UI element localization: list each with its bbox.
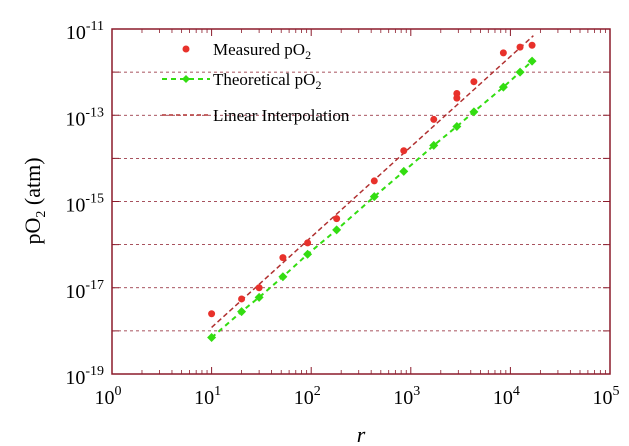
theoretical-point xyxy=(207,333,217,343)
x-tick-label: 102 xyxy=(294,384,321,409)
x-tick-label: 104 xyxy=(493,384,520,409)
theoretical-point xyxy=(469,107,479,117)
measured-point xyxy=(400,147,408,155)
measured-point xyxy=(370,177,378,185)
measured-point xyxy=(499,49,507,57)
legend: Measured pO2 Theoretical pO2 Linear Inte… xyxy=(162,40,350,125)
x-tick-label: 103 xyxy=(393,384,420,409)
measured-point xyxy=(208,310,216,318)
measured-point xyxy=(238,295,246,303)
y-axis-label: pO2 (atm) xyxy=(20,157,49,244)
x-tick-label: 100 xyxy=(95,384,122,409)
x-tick-label: 101 xyxy=(194,384,221,409)
theoretical-point xyxy=(369,192,379,202)
y-tick-label: 10-11 xyxy=(66,19,104,44)
theoretical-point xyxy=(332,225,342,235)
measured-point xyxy=(430,115,438,123)
theoretical-point xyxy=(303,249,313,259)
legend-label-measured: Measured pO xyxy=(213,40,305,59)
theoretical-point xyxy=(237,307,247,317)
x-tick-labels: 100 101 102 103 104 105 xyxy=(95,384,620,409)
y-axis-label-sub: 2 xyxy=(34,211,49,218)
plot-series xyxy=(207,35,537,343)
axis-ticks xyxy=(111,28,611,375)
x-tick-label: 105 xyxy=(593,384,620,409)
theoretical-point xyxy=(527,56,537,66)
measured-point xyxy=(528,41,536,49)
svg-text:Measured pO2: Measured pO2 xyxy=(213,40,311,62)
y-tick-label: 10-19 xyxy=(65,364,104,389)
grid xyxy=(112,71,610,332)
measured-point xyxy=(333,215,341,223)
legend-marker-measured xyxy=(182,45,190,53)
legend-label-measured-sub: 2 xyxy=(305,48,311,62)
theoretical-point xyxy=(254,292,264,302)
theoretical-point xyxy=(452,121,462,131)
y-tick-label: 10-13 xyxy=(65,105,104,130)
measured-point xyxy=(516,43,524,51)
y-tick-label: 10-15 xyxy=(65,192,104,217)
y-tick-label: 10-17 xyxy=(65,278,104,303)
theoretical-point xyxy=(399,166,409,176)
theoretical-point xyxy=(429,140,439,150)
svg-text:Theoretical pO2: Theoretical pO2 xyxy=(213,70,321,92)
theoretical-point xyxy=(498,82,508,92)
theoretical-line xyxy=(210,60,533,339)
legend-label-theoretical-sub: 2 xyxy=(315,78,321,92)
legend-item-measured: Measured pO2 xyxy=(182,40,311,62)
measured-point xyxy=(304,239,312,247)
measured-point xyxy=(255,284,263,292)
legend-label-theoretical: Theoretical pO xyxy=(213,70,315,89)
measured-point xyxy=(279,254,287,262)
legend-marker-theoretical xyxy=(182,75,190,83)
legend-item-interpolation: Linear Interpolation xyxy=(162,106,350,125)
y-tick-labels: 10-19 10-17 10-15 10-13 10-11 xyxy=(65,19,104,389)
theoretical-point xyxy=(515,67,525,77)
y-axis-label-main: pO xyxy=(20,218,45,245)
legend-label-interpolation: Linear Interpolation xyxy=(213,106,350,125)
theoretical-point xyxy=(278,272,288,282)
legend-item-theoretical: Theoretical pO2 xyxy=(162,70,321,92)
y-axis-label-unit: (atm) xyxy=(20,157,45,210)
measured-point xyxy=(453,89,461,97)
measured-point xyxy=(470,78,478,86)
x-axis-label: r xyxy=(357,422,366,446)
